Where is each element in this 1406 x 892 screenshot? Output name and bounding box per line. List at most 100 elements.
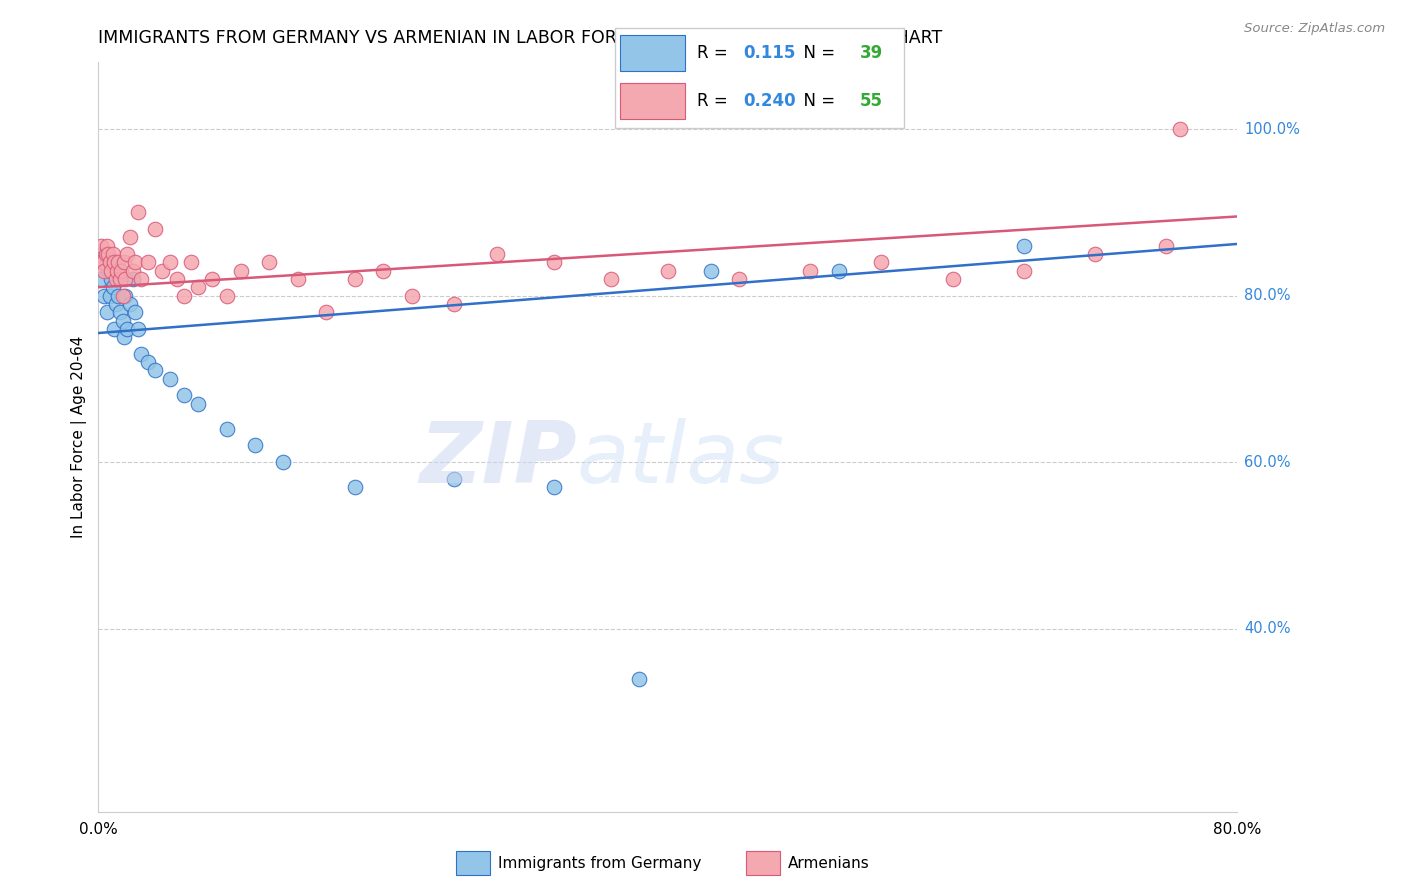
Point [259, 255, 281, 269]
Text: 100.0%: 100.0% [1244, 121, 1301, 136]
Bar [456, 851, 489, 875]
Point [118, 230, 141, 244]
Point [1012, 263, 1035, 277]
Point [373, 263, 395, 277]
Point [273, 455, 295, 469]
Text: 0.115: 0.115 [742, 44, 796, 62]
Point [104, 297, 127, 311]
Point [94, 247, 117, 261]
Point [343, 272, 366, 286]
FancyBboxPatch shape [614, 28, 904, 128]
Text: R =: R = [697, 92, 734, 110]
Point [401, 288, 423, 302]
Point [111, 313, 134, 327]
Point [96, 305, 118, 319]
Point [1154, 238, 1177, 252]
Point [103, 322, 125, 336]
Text: 80.0%: 80.0% [1213, 822, 1261, 837]
Point [107, 255, 129, 269]
Point [166, 272, 188, 286]
Text: 80.0%: 80.0% [1244, 288, 1291, 303]
Point [89, 255, 111, 269]
Point [111, 288, 134, 302]
Point [124, 305, 146, 319]
Point [121, 272, 143, 286]
Point [699, 263, 721, 277]
Point [942, 272, 965, 286]
Text: 0.240: 0.240 [742, 92, 796, 110]
Point [115, 322, 138, 336]
Text: Armenians: Armenians [789, 855, 870, 871]
Point [98, 288, 121, 302]
Point [187, 280, 209, 294]
Text: 55: 55 [859, 92, 883, 110]
Point [112, 255, 135, 269]
Point [159, 372, 181, 386]
Point [93, 263, 115, 277]
Point [136, 255, 159, 269]
Point [145, 363, 167, 377]
Point [173, 288, 195, 302]
Point [173, 388, 195, 402]
Text: N =: N = [793, 44, 841, 62]
Point [108, 305, 131, 319]
Point [145, 222, 167, 236]
Point [828, 263, 851, 277]
Text: 39: 39 [859, 44, 883, 62]
Point [129, 347, 152, 361]
Bar [620, 35, 686, 70]
Point [93, 288, 115, 302]
Point [229, 263, 252, 277]
Point [100, 263, 122, 277]
Point [118, 297, 141, 311]
Point [127, 322, 149, 336]
Point [105, 263, 128, 277]
Point [112, 330, 135, 344]
Point [90, 272, 112, 286]
Point [114, 272, 136, 286]
Point [187, 397, 209, 411]
Bar [747, 851, 780, 875]
Point [1012, 238, 1035, 252]
Point [543, 480, 565, 494]
Text: ZIP: ZIP [419, 418, 576, 501]
Point [121, 263, 143, 277]
Text: R =: R = [697, 44, 734, 62]
Point [287, 272, 309, 286]
Point [100, 272, 122, 286]
Point [657, 263, 679, 277]
Point [728, 272, 751, 286]
Point [97, 247, 120, 261]
Point [101, 247, 124, 261]
Point [108, 272, 131, 286]
Point [105, 263, 128, 277]
Point [543, 255, 565, 269]
Text: 40.0%: 40.0% [1244, 621, 1291, 636]
Point [343, 480, 366, 494]
Point [124, 255, 146, 269]
Point [107, 288, 129, 302]
Point [129, 272, 152, 286]
Point [94, 255, 117, 269]
Text: 0.0%: 0.0% [79, 822, 118, 837]
Point [243, 438, 266, 452]
Text: Source: ZipAtlas.com: Source: ZipAtlas.com [1244, 22, 1385, 36]
Point [180, 255, 202, 269]
Text: IMMIGRANTS FROM GERMANY VS ARMENIAN IN LABOR FORCE | AGE 20-64 CORRELATION CHART: IMMIGRANTS FROM GERMANY VS ARMENIAN IN L… [98, 29, 942, 47]
Text: N =: N = [793, 92, 841, 110]
Point [127, 205, 149, 219]
Point [152, 263, 174, 277]
Point [114, 288, 136, 302]
Point [136, 355, 159, 369]
Point [159, 255, 181, 269]
Text: 60.0%: 60.0% [1244, 455, 1291, 469]
Bar [620, 83, 686, 119]
Point [96, 238, 118, 252]
Point [98, 255, 121, 269]
Point [115, 247, 138, 261]
Point [443, 297, 465, 311]
Y-axis label: In Labor Force | Age 20-64: In Labor Force | Age 20-64 [72, 336, 87, 538]
Point [201, 272, 224, 286]
Point [1170, 122, 1192, 136]
Text: atlas: atlas [576, 418, 785, 501]
